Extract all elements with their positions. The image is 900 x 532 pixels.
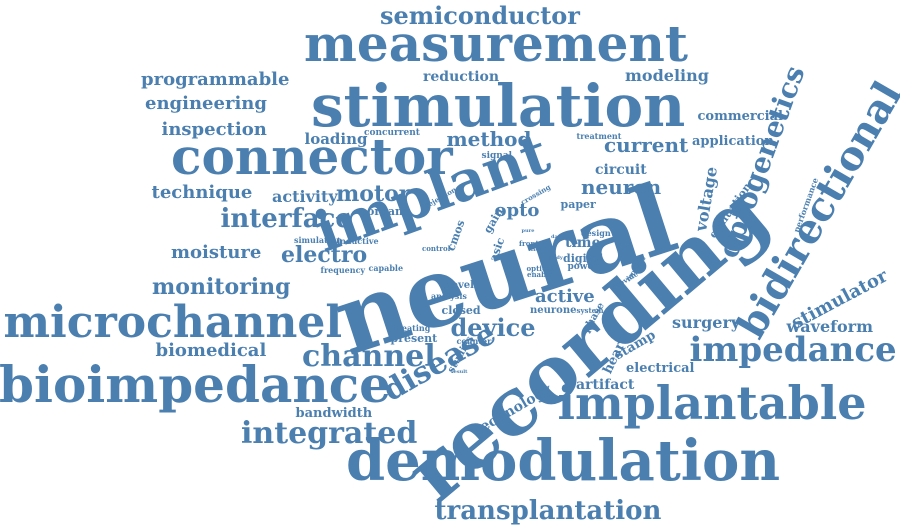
word-digital: digital: [563, 251, 604, 265]
word-closed: closed: [441, 303, 481, 317]
word-waveform: waveform: [786, 317, 874, 336]
word-organ: organ: [367, 204, 403, 218]
word-integrated: integrated: [241, 416, 418, 451]
word-semiconductor: semiconductor: [380, 1, 580, 30]
word-stimulation: stimulation: [311, 72, 686, 140]
word-control: control: [422, 243, 451, 253]
word-method: method: [446, 127, 532, 151]
word-surgery: surgery: [672, 313, 741, 332]
word-motor: motor: [336, 181, 411, 207]
word-bandwidth: bandwidth: [295, 405, 373, 421]
word-analysis: analysis: [431, 291, 467, 301]
word-microchannel: microchannel: [3, 297, 343, 348]
word-activity: activity: [272, 187, 338, 206]
word-design: design: [581, 228, 611, 238]
word-programmable: programmable: [141, 69, 290, 90]
word-pure: pure: [521, 227, 535, 234]
word-electrical: electrical: [626, 360, 695, 376]
word-present: present: [390, 331, 438, 345]
word-circuit: circuit: [595, 162, 647, 178]
word-optical: optical: [526, 263, 554, 273]
word-loading: loading: [304, 129, 368, 148]
word-demodulation: demodulation: [346, 428, 781, 494]
word-treatment: treatment: [576, 131, 622, 141]
word-simulation: simulation: [294, 235, 342, 245]
word-channel: channel: [302, 339, 436, 374]
word-neuron: neuron: [581, 175, 662, 199]
word-neurone: neurone: [530, 305, 577, 316]
word-biomedical: biomedical: [155, 340, 267, 361]
word-current: current: [604, 133, 689, 157]
word-application: application: [692, 133, 774, 149]
word-inspection: inspection: [161, 119, 267, 140]
word-day: day: [551, 233, 561, 240]
word-counter: counter: [456, 336, 492, 346]
word-frequency: frequency: [320, 265, 366, 275]
word-modeling: modeling: [625, 66, 709, 85]
word-active: active: [535, 286, 595, 307]
word-monitoring: monitoring: [152, 274, 291, 300]
word-implantable: implantable: [557, 376, 867, 430]
word-device: device: [450, 313, 536, 342]
word-treating: treating: [394, 323, 431, 333]
word-artifact: artifact: [576, 377, 635, 393]
word-opto: opto: [494, 200, 540, 221]
word-paper: paper: [560, 197, 596, 211]
word-commercial: commercial: [697, 108, 783, 124]
word-bioimpedance: bioimpedance: [0, 355, 391, 414]
word-reduction: reduction: [423, 69, 500, 85]
word-measurement: measurement: [304, 14, 688, 73]
word-electro: electro: [281, 242, 368, 268]
word-capable: capable: [368, 263, 404, 273]
word-transplantation: transplantation: [434, 496, 662, 526]
word-novel: novel: [444, 280, 474, 291]
word-technique: technique: [151, 182, 253, 203]
word-power: power: [567, 261, 599, 272]
word-inductive: inductive: [337, 236, 379, 246]
word-flash: flash: [528, 246, 542, 253]
word-system: system: [576, 305, 604, 315]
word-connector: connector: [171, 127, 453, 186]
word-time: time: [565, 235, 601, 251]
word-signal: signal: [481, 150, 513, 161]
word-enable: enable: [527, 269, 554, 279]
word-moisture: moisture: [171, 242, 262, 263]
word-body: body: [549, 254, 563, 261]
word-impedance: impedance: [689, 330, 897, 370]
word-engineering: engineering: [145, 93, 267, 114]
word-result: result: [451, 368, 468, 375]
word-front: front: [519, 238, 539, 248]
word-concurrent: concurrent: [364, 127, 420, 138]
word-interface: interface: [220, 204, 352, 234]
